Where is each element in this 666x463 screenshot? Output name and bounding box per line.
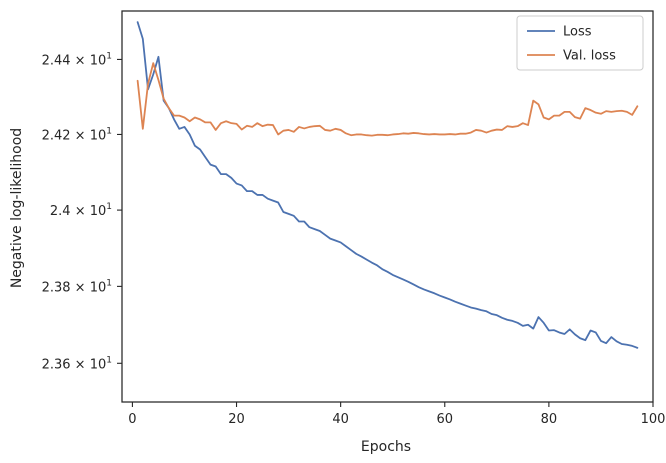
y-tick-label: 2.4 × 101 <box>50 202 112 219</box>
x-axis-ticks: 0 20 40 60 80 100 <box>128 402 665 427</box>
y-axis-ticks: 2.36 × 101 2.38 × 101 2.4 × 101 2.42 × 101 2… <box>42 51 122 372</box>
x-tick-label: 40 <box>332 412 349 427</box>
x-tick-label: 20 <box>228 412 245 427</box>
y-tick-label: 2.38 × 101 <box>42 278 112 295</box>
x-axis-label: Epochs <box>361 439 411 455</box>
y-tick-label: 2.36 × 101 <box>42 355 112 372</box>
legend: Loss Val. loss <box>516 15 644 71</box>
x-tick-label: 100 <box>641 412 666 427</box>
legend-label-loss: Loss <box>563 25 592 40</box>
y-tick-label: 2.42 × 101 <box>42 126 112 143</box>
series-line-val-loss <box>136 62 639 137</box>
series-line-loss <box>136 21 639 349</box>
y-axis-label: Negative log-likelihood <box>9 128 25 288</box>
legend-label-val-loss: Val. loss <box>563 49 616 64</box>
x-tick-label: 60 <box>436 412 453 427</box>
legend-box <box>516 15 644 71</box>
x-tick-label: 80 <box>541 412 558 427</box>
y-tick-label: 2.44 × 101 <box>42 51 112 68</box>
plot-frame <box>121 10 654 403</box>
series-layer <box>136 21 639 349</box>
x-tick-label: 0 <box>128 412 136 427</box>
